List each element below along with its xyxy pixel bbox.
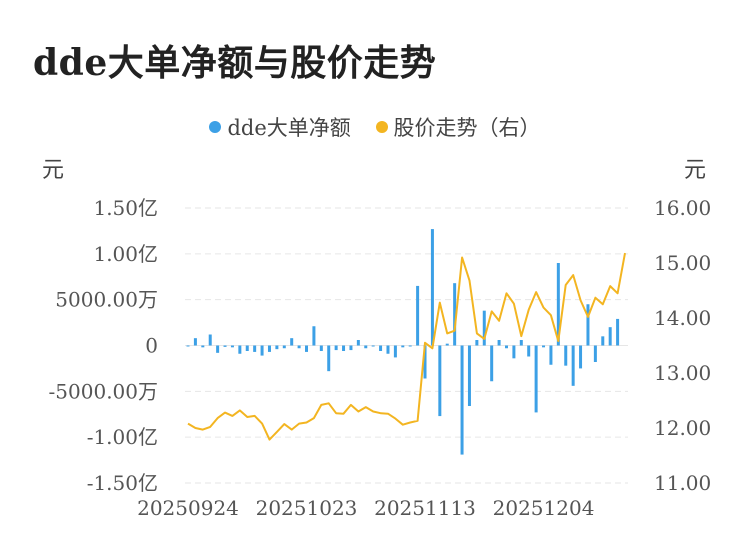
- bar: [556, 263, 560, 346]
- bar: [208, 334, 212, 346]
- legend-dot-dde: [209, 121, 222, 133]
- left-tick-label: -1.00亿: [87, 425, 158, 449]
- bar: [245, 345, 249, 351]
- left-axis-unit: 元: [42, 158, 64, 183]
- right-axis-unit: 元: [684, 158, 706, 183]
- bar: [327, 345, 331, 372]
- bar: [445, 343, 449, 346]
- left-tick-label: 5000.00万: [55, 288, 158, 312]
- bar: [342, 345, 346, 351]
- bar: [549, 345, 553, 365]
- bar: [238, 345, 242, 354]
- bar: [416, 285, 420, 346]
- bar: [364, 345, 368, 349]
- bar: [201, 345, 205, 348]
- bar: [216, 345, 220, 353]
- bar: [423, 345, 427, 379]
- bar: [475, 340, 479, 346]
- bar: [453, 283, 457, 346]
- right-tick-label: 13.00: [654, 361, 711, 385]
- bar: [319, 345, 323, 351]
- bar: [230, 345, 234, 348]
- legend-item-dde[interactable]: dde大单净额: [209, 112, 351, 142]
- bar: [253, 345, 257, 352]
- left-tick-label: -1.50亿: [87, 471, 158, 495]
- bar: [527, 345, 531, 357]
- price-line: [187, 252, 626, 441]
- bar: [467, 345, 471, 406]
- left-tick-label: 0: [145, 334, 158, 358]
- bar: [371, 345, 375, 347]
- right-tick-label: 11.00: [654, 471, 711, 495]
- right-tick-label: 15.00: [654, 251, 711, 275]
- bar: [186, 345, 190, 347]
- bar: [616, 318, 620, 346]
- left-tick-label: 1.00亿: [93, 242, 158, 266]
- chart-title: dde大单净额与股价走势: [33, 42, 437, 84]
- bar: [267, 345, 271, 352]
- bar: [193, 338, 197, 346]
- bar: [282, 345, 286, 349]
- legend-label-price: 股价走势（右）: [393, 116, 541, 140]
- legend: dde大单净额 股价走势（右）: [0, 112, 750, 142]
- bar: [519, 340, 523, 346]
- bar: [356, 340, 360, 346]
- bar: [593, 345, 597, 362]
- right-tick-label: 16.00: [654, 196, 711, 220]
- bar: [393, 345, 397, 358]
- bar: [430, 229, 434, 346]
- bar: [275, 345, 279, 350]
- bar: [379, 345, 383, 351]
- legend-item-price[interactable]: 股价走势（右）: [375, 112, 541, 142]
- bar: [349, 345, 353, 351]
- bar: [601, 336, 605, 346]
- bar: [542, 345, 546, 348]
- bar: [579, 345, 583, 369]
- x-tick-label: 20251113: [374, 496, 476, 520]
- bar: [305, 345, 309, 352]
- x-axis: 20250924 20251023 20251113 20251204: [137, 496, 594, 520]
- bar: [534, 345, 538, 413]
- left-tick-label: 1.50亿: [93, 196, 158, 220]
- bar: [334, 345, 338, 351]
- right-tick-label: 12.00: [654, 416, 711, 440]
- bar: [297, 345, 301, 349]
- x-tick-label: 20251204: [493, 496, 595, 520]
- bar: [504, 345, 508, 349]
- bar-series: [186, 229, 620, 455]
- right-tick-label: 14.00: [654, 306, 711, 330]
- bar: [260, 345, 264, 356]
- bar: [512, 345, 516, 359]
- grid-lines: [185, 207, 628, 484]
- bar: [497, 340, 501, 346]
- bar: [608, 327, 612, 346]
- bar: [401, 345, 405, 348]
- bar: [312, 326, 316, 346]
- legend-dot-price: [375, 121, 388, 133]
- x-tick-label: 20250924: [137, 496, 239, 520]
- bar: [290, 338, 294, 346]
- line-series: [187, 252, 626, 441]
- bar: [482, 310, 486, 346]
- bar: [438, 345, 442, 417]
- bar: [490, 345, 494, 382]
- bar: [223, 345, 227, 347]
- x-tick-label: 20251023: [256, 496, 358, 520]
- bar: [564, 345, 568, 366]
- bar: [386, 345, 390, 354]
- bar: [571, 345, 575, 386]
- left-axis: 1.50亿 1.00亿 5000.00万 0 -5000.00万 -1.00亿 -1.50亿: [49, 196, 158, 495]
- bar: [408, 345, 412, 347]
- legend-label-dde: dde大单净额: [227, 116, 351, 140]
- bar: [586, 304, 590, 346]
- left-tick-label: -5000.00万: [49, 379, 158, 403]
- bar: [460, 345, 464, 455]
- right-axis: 16.00 15.00 14.00 13.00 12.00 11.00: [654, 196, 711, 495]
